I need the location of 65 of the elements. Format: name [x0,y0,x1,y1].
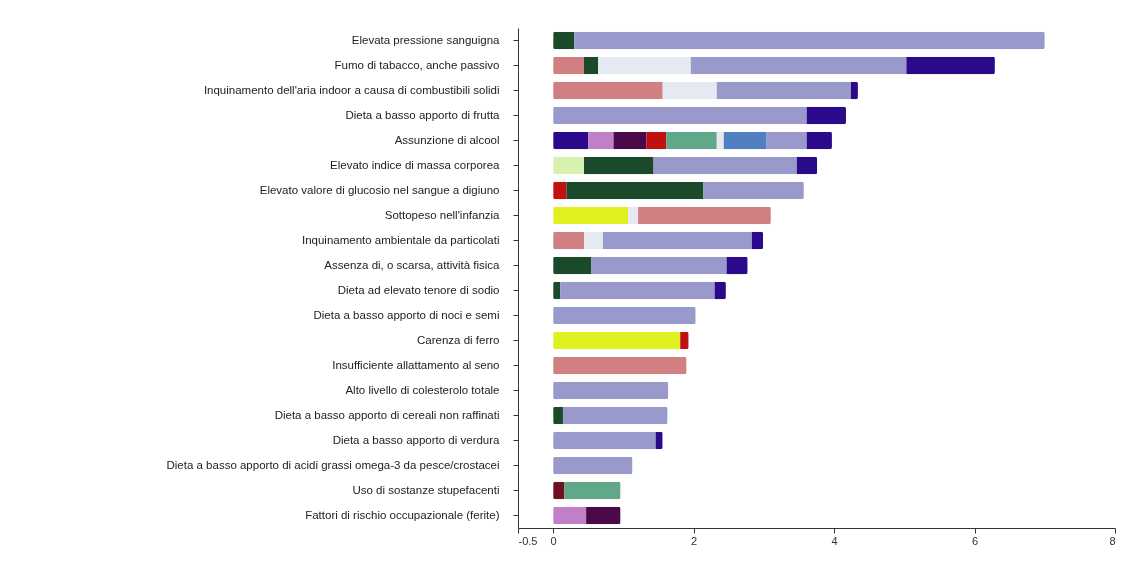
bar [766,131,807,150]
bar [666,131,717,150]
x-tick-label: 8 [1109,534,1116,547]
bar [646,131,667,150]
y-tick-label: Dieta a basso apporto di verdura [332,433,501,446]
bar [638,206,771,225]
bar [586,506,621,525]
y-tick-label: Uso di sostanze stupefacenti [352,483,500,496]
bar [723,131,767,150]
y-tick-label: Assunzione di alcool [394,133,500,146]
bar [591,256,727,275]
bar [553,231,585,250]
bar [588,131,614,150]
y-tick-label: Dieta a basso apporto di frutta [345,108,501,121]
x-tick-label: -0.5 [518,534,538,547]
bar [553,306,696,325]
bar [716,81,851,100]
bar [553,81,663,100]
bar [553,381,669,400]
y-tick-label: Dieta a basso apporto di noci e semi [313,308,500,321]
bar [602,231,752,250]
y-tick-label: Carenza di ferro [417,333,500,346]
y-tick-label: Sottopeso nell'infanzia [384,208,501,221]
bar [562,406,668,425]
y-tick-label: Inquinamento ambientale da particolati [301,233,500,246]
bar [553,456,633,475]
bar [553,106,807,125]
x-tick-label: 4 [831,534,838,547]
bar [806,131,832,150]
bar [680,331,689,350]
y-tick-label: Elevato valore di glucosio nel sangue a digiuno [259,183,500,196]
bar [716,131,724,150]
bar [613,131,647,150]
y-tick-label: Elevato indice di massa corporea [330,158,501,171]
bar [560,281,715,300]
bar [653,156,797,175]
bar [553,206,629,225]
bar [553,56,585,75]
y-tick-label: Dieta ad elevato tenore di sodio [337,283,500,296]
bar [566,181,704,200]
bar [584,56,599,75]
y-tick-label: Insufficiente allattamento al seno [332,358,500,371]
bar [703,181,804,200]
bar [553,431,656,450]
y-tick-label: Inquinamento dell'aria indoor a causa di combustibili solidi [203,83,500,96]
y-tick-label: Fumo di tabacco, anche passivo [334,58,500,71]
bar [553,356,687,375]
bar [553,156,585,175]
y-tick-label: Dieta a basso apporto di acidi grassi omega-3 da pesce/crostacei [166,458,500,471]
bar [553,506,587,525]
y-tick-label: Alto livello di colesterolo totale [345,383,500,396]
bar [796,156,818,175]
x-tick-label: 2 [691,534,698,547]
y-tick-label: Dieta a basso apporto di cereali non raffinati [274,408,500,421]
y-tick-label: Fattori di rischio occupazionale (ferite) [305,508,500,521]
bar [553,331,681,350]
y-tick-label: Elevata pressione sanguigna [351,33,501,46]
bar [751,231,764,250]
bar [553,31,575,50]
bar [584,156,654,175]
x-tick-label: 6 [971,534,979,547]
bar [574,31,1045,50]
bar [553,256,592,275]
x-tick-label: 0 [550,534,557,547]
y-tick-label: Assenza di, o scarsa, attività fisica [324,258,501,271]
